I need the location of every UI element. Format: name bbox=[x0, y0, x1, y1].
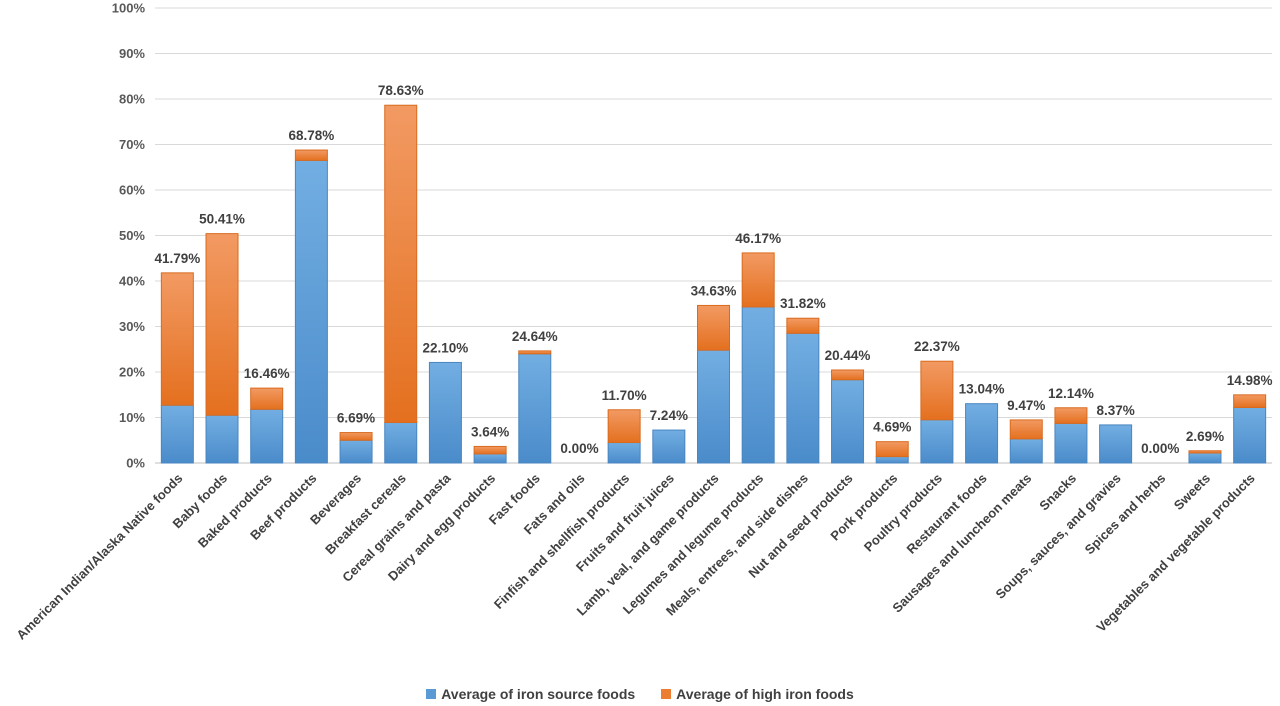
legend-item-iron-source: Average of iron source foods bbox=[426, 686, 635, 702]
legend-swatch-high-iron bbox=[661, 689, 672, 699]
y-tick-label: 0% bbox=[126, 456, 145, 471]
data-label: 50.41% bbox=[199, 212, 245, 227]
legend: Average of iron source foods Average of … bbox=[0, 686, 1280, 702]
bar-segment-high-iron bbox=[697, 304, 730, 351]
bar-segment-high-iron bbox=[1054, 407, 1088, 424]
bar-segment-iron-source bbox=[1233, 406, 1267, 464]
x-tick-label: American Indian/Alaska Native foods bbox=[13, 471, 185, 643]
data-label: 46.17% bbox=[735, 231, 781, 246]
y-tick-label: 60% bbox=[119, 183, 145, 198]
data-label: 16.46% bbox=[244, 366, 290, 381]
bar-segment-iron-source bbox=[473, 453, 507, 464]
data-label: 6.69% bbox=[337, 411, 375, 426]
bar-segment-high-iron bbox=[831, 369, 865, 381]
y-tick-label: 10% bbox=[119, 410, 145, 425]
bar-segment-high-iron bbox=[607, 409, 641, 444]
bar-segment-iron-source bbox=[741, 306, 775, 464]
data-label: 4.69% bbox=[873, 420, 911, 435]
x-tick-label: Spices and herbs bbox=[1082, 471, 1169, 558]
y-tick-label: 80% bbox=[119, 92, 145, 107]
legend-item-high-iron: Average of high iron foods bbox=[661, 686, 854, 702]
data-label: 8.37% bbox=[1096, 403, 1134, 418]
bar-segment-iron-source bbox=[384, 422, 418, 464]
bar-segment-iron-source bbox=[965, 403, 999, 464]
y-tick-label: 40% bbox=[119, 274, 145, 289]
bar-segment-iron-source bbox=[1099, 424, 1133, 464]
data-label: 13.04% bbox=[959, 382, 1005, 397]
y-tick-label: 100% bbox=[112, 1, 146, 16]
bar-segment-iron-source bbox=[1188, 452, 1222, 464]
data-label: 11.70% bbox=[602, 388, 647, 403]
y-tick-label: 90% bbox=[119, 46, 145, 61]
bar-segment-iron-source bbox=[875, 456, 909, 464]
x-axis: American Indian/Alaska Native foodsBaby … bbox=[13, 470, 1257, 643]
bar-segment-iron-source bbox=[428, 361, 462, 464]
y-tick-label: 20% bbox=[119, 365, 145, 380]
stacked-bar-chart: 0% 10% 20% 30% 40% 50% 60% 70% 80% 90% 100% 41.79%… bbox=[13, 1, 1272, 643]
y-tick-label: 70% bbox=[119, 137, 145, 152]
bar-segment-iron-source bbox=[205, 414, 239, 464]
x-tick-label: Restaurant foods bbox=[904, 471, 990, 557]
x-tick-label: Breakfast cereals bbox=[322, 471, 409, 558]
bar-segment-high-iron bbox=[786, 317, 820, 334]
bar-segment-iron-source bbox=[786, 332, 820, 464]
x-tick-label: Vegetables and vegetable products bbox=[1093, 471, 1257, 635]
legend-swatch-iron-source bbox=[426, 689, 437, 699]
bar-segment-high-iron bbox=[294, 149, 328, 161]
data-label: 7.24% bbox=[650, 408, 688, 423]
bar-segment-iron-source bbox=[697, 349, 730, 464]
x-tick-label: Poultry products bbox=[861, 471, 945, 555]
x-tick-label: Sweets bbox=[1171, 471, 1213, 513]
data-label: 22.37% bbox=[914, 339, 960, 354]
bar-segment-iron-source bbox=[294, 159, 328, 464]
data-label: 0.00% bbox=[1141, 441, 1179, 456]
bar-segment-high-iron bbox=[920, 360, 954, 421]
bar-segment-iron-source bbox=[339, 439, 373, 464]
bar-segment-iron-source bbox=[652, 429, 686, 464]
data-label: 24.64% bbox=[512, 329, 558, 344]
y-tick-label: 30% bbox=[119, 319, 145, 334]
data-label: 0.00% bbox=[560, 441, 598, 456]
data-label: 3.64% bbox=[471, 424, 509, 439]
bar-segment-iron-source bbox=[831, 379, 865, 464]
bar-segment-iron-source bbox=[1009, 438, 1043, 464]
x-tick-label: Snacks bbox=[1036, 471, 1079, 514]
bar-segment-iron-source bbox=[518, 353, 552, 464]
data-label: 12.14% bbox=[1048, 386, 1094, 401]
bar-segment-high-iron bbox=[875, 441, 909, 458]
bar-segment-high-iron bbox=[339, 432, 373, 441]
data-label: 14.98% bbox=[1227, 373, 1273, 388]
legend-label-high-iron: Average of high iron foods bbox=[676, 686, 854, 702]
data-label: 9.47% bbox=[1007, 398, 1045, 413]
bar-segment-high-iron bbox=[1188, 450, 1222, 454]
bar-segment-high-iron bbox=[1233, 394, 1267, 408]
bar-segment-iron-source bbox=[1054, 422, 1088, 464]
data-label: 41.79% bbox=[154, 251, 200, 266]
data-labels: 41.79% 50.41% 16.46% 68.78% 6.69% 78.63% 22.10… bbox=[154, 83, 1272, 456]
data-label: 31.82% bbox=[780, 296, 826, 311]
data-label: 78.63% bbox=[378, 83, 424, 98]
y-axis: 0% 10% 20% 30% 40% 50% 60% 70% 80% 90% 100% bbox=[112, 1, 146, 471]
data-label: 20.44% bbox=[825, 348, 871, 363]
bars bbox=[160, 104, 1267, 464]
bar-segment-iron-source bbox=[607, 442, 641, 464]
gridlines bbox=[155, 7, 1272, 464]
bar-segment-high-iron bbox=[1009, 419, 1043, 440]
bar-segment-high-iron bbox=[473, 445, 507, 455]
legend-label-iron-source: Average of iron source foods bbox=[441, 686, 636, 702]
bar-segment-high-iron bbox=[160, 272, 194, 406]
bar-segment-high-iron bbox=[250, 387, 284, 410]
data-label: 34.63% bbox=[691, 283, 737, 298]
bar-segment-high-iron bbox=[741, 252, 775, 308]
data-label: 22.10% bbox=[423, 340, 469, 355]
bar-segment-iron-source bbox=[250, 408, 284, 464]
bar-segment-iron-source bbox=[160, 404, 194, 464]
bar-segment-high-iron bbox=[518, 350, 552, 355]
data-label: 68.78% bbox=[288, 128, 334, 143]
bar-segment-high-iron bbox=[205, 233, 239, 416]
data-label: 2.69% bbox=[1186, 429, 1224, 444]
bar-segment-iron-source bbox=[920, 419, 954, 464]
y-tick-label: 50% bbox=[119, 228, 145, 243]
bar-segment-high-iron bbox=[384, 104, 418, 424]
